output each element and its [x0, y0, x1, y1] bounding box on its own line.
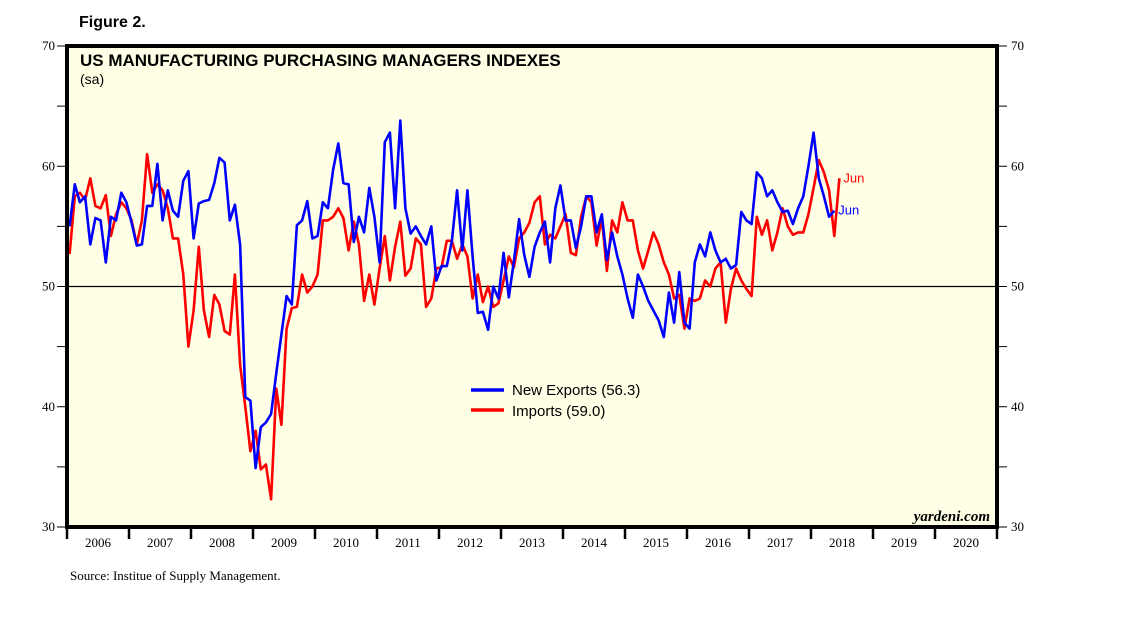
legend-label-imports: Imports (59.0): [512, 403, 605, 420]
x-tick-label: 2006: [85, 535, 112, 550]
x-tick-label: 2013: [519, 535, 545, 550]
x-tick-label: 2016: [705, 535, 732, 550]
y-tick-label-left: 50: [42, 279, 55, 294]
y-tick-label-right: 30: [1011, 519, 1024, 534]
y-tick-label-left: 60: [42, 158, 55, 173]
y-tick-label-right: 70: [1011, 38, 1024, 53]
chart-title: US MANUFACTURING PURCHASING MANAGERS IND…: [80, 51, 561, 70]
series-line-new-exports: [68, 119, 836, 470]
x-tick-label: 2015: [643, 535, 669, 550]
y-tick-label-right: 60: [1011, 158, 1024, 173]
x-tick-label: 2019: [891, 535, 917, 550]
y-tick-label-right: 50: [1011, 279, 1024, 294]
legend-label-new-exports: New Exports (56.3): [512, 382, 640, 399]
x-tick-label: 2020: [953, 535, 979, 550]
y-tick-label-right: 40: [1011, 399, 1024, 414]
watermark: yardeni.com: [912, 509, 990, 525]
y-tick-label-left: 70: [42, 38, 55, 53]
source-note: Source: Institue of Supply Management.: [70, 568, 281, 583]
x-tick-label: 2014: [581, 535, 608, 550]
y-tick-label-left: 40: [42, 399, 55, 414]
end-label-imports: Jun: [843, 170, 864, 185]
x-tick-label: 2010: [333, 535, 359, 550]
x-tick-label: 2017: [767, 535, 794, 550]
y-tick-label-left: 30: [42, 519, 55, 534]
x-tick-label: 2009: [271, 535, 297, 550]
series-layer: Jun Jun: [68, 119, 864, 501]
series-line-imports: [68, 152, 841, 501]
figure-label: Figure 2.: [79, 14, 146, 31]
chart-subtitle: (sa): [80, 71, 104, 87]
legend: New Exports (56.3) Imports (59.0): [471, 382, 640, 420]
x-tick-label: 2018: [829, 535, 855, 550]
axes: 30 30 40 40 50 50 60 60 70 70 2006 2007 2008 2009 2010…: [42, 38, 1024, 550]
x-tick-label: 2007: [147, 535, 174, 550]
x-tick-label: 2012: [457, 535, 483, 550]
x-tick-label: 2008: [209, 535, 235, 550]
x-tick-label: 2011: [395, 535, 421, 550]
end-label-new-exports: Jun: [838, 203, 859, 218]
